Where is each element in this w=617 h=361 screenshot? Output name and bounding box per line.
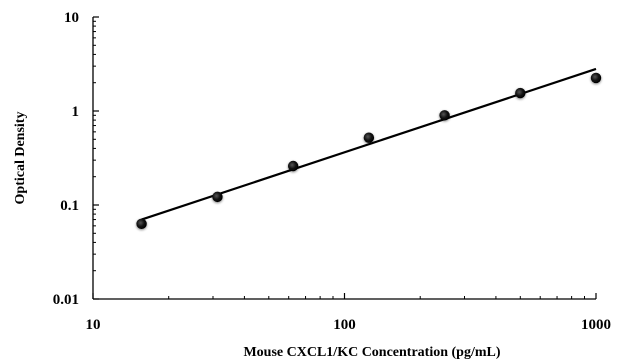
data-point: [590, 72, 602, 84]
y-tick-label: 0.1: [60, 198, 79, 214]
data-point: [363, 132, 375, 143]
data-point: [287, 160, 299, 172]
y-tick-label: 10: [64, 10, 79, 26]
trendline-group: [141, 67, 597, 221]
trendline: [141, 67, 597, 221]
x-tick-label: 10: [86, 317, 101, 333]
axis-ticks: 10 1 0.1 0.01 10 100 1000: [53, 10, 611, 333]
data-point: [136, 218, 147, 230]
x-tick-label: 1000: [581, 317, 611, 333]
data-point: [439, 110, 450, 121]
x-tick-label: 100: [333, 317, 356, 333]
data-point: [212, 191, 223, 203]
axes: [92, 17, 596, 300]
data-points: [136, 72, 602, 230]
data-point: [515, 87, 526, 99]
x-axis-title: Mouse CXCL1/KC Concentration (pg/mL): [243, 345, 500, 360]
y-axis-title: Optical Density: [13, 112, 28, 205]
y-tick-label: 1: [72, 104, 80, 120]
y-tick-label: 0.01: [53, 292, 79, 308]
